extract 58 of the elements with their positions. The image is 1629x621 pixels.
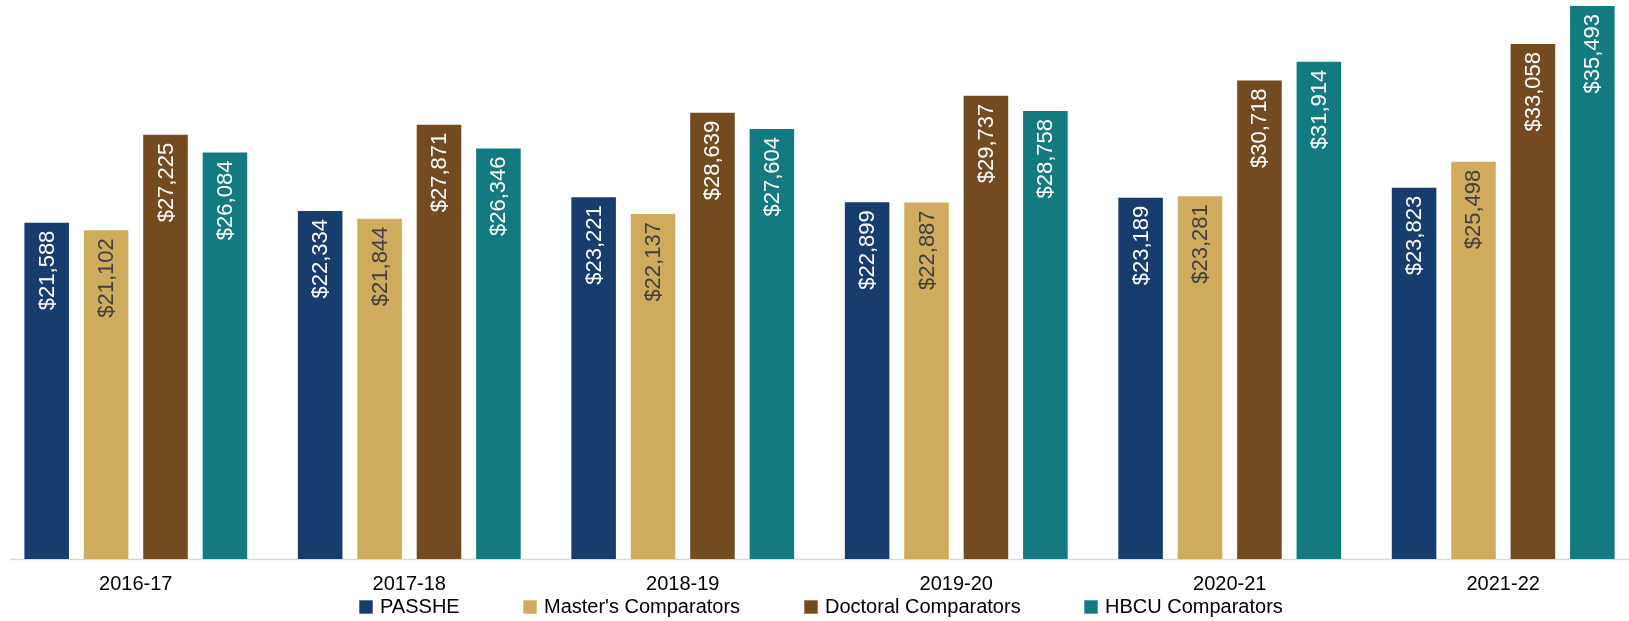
legend-label: PASSHE [380,595,460,617]
bar [1570,6,1615,559]
bar [1177,196,1223,559]
data-label: $23,281 [1187,204,1213,284]
data-label: $23,823 [1401,195,1427,276]
x-tick-label: 2016-17 [99,571,173,594]
data-label: $22,137 [640,222,666,302]
bar [630,214,676,559]
bar [476,148,521,559]
data-label: $27,604 [758,136,784,217]
data-label: $22,887 [913,210,939,290]
x-tick-label: 2020-21 [1193,571,1267,594]
legend-label: HBCU Comparators [1105,595,1283,617]
bar [844,202,890,559]
data-label: $29,737 [972,103,998,184]
bar [297,211,343,559]
data-label: $27,225 [152,142,178,223]
legend-label: Doctoral Comparators [825,595,1021,617]
legend-label: Master's Comparators [544,595,741,617]
x-tick-label: 2018-19 [646,571,720,594]
data-label: $21,588 [33,230,59,311]
bar [904,202,949,559]
bar [963,95,1009,559]
data-label: $23,189 [1127,205,1153,286]
bar [1451,161,1496,559]
data-label: $27,871 [425,132,451,213]
bar [143,134,188,559]
data-label: $25,498 [1460,169,1486,250]
bar [749,128,795,559]
bar [1296,61,1342,559]
bar [1237,80,1282,559]
x-tick-label: 2021-22 [1466,571,1540,594]
data-label: $26,084 [211,160,237,241]
bar [1391,187,1437,559]
data-label: $35,493 [1579,14,1605,94]
bar [1510,43,1556,559]
data-label: $22,334 [307,219,333,299]
data-label: $33,058 [1519,51,1545,132]
bar [1023,110,1068,559]
bar [690,112,735,559]
data-label: $28,758 [1032,118,1058,199]
data-label: $31,914 [1305,69,1331,150]
data-label: $21,102 [93,238,119,318]
bar [357,218,402,559]
bar [1118,197,1163,559]
bar [24,222,69,559]
bar [416,124,462,559]
data-label: $23,221 [580,205,606,285]
x-tick-label: 2017-18 [372,571,446,594]
data-label: $30,718 [1246,88,1272,168]
data-label: $22,899 [854,210,880,290]
bar [202,152,248,559]
data-label: $26,346 [485,156,511,237]
data-label: $28,639 [699,120,725,201]
x-tick-label: 2019-20 [919,571,993,594]
data-label: $21,844 [366,226,392,307]
bar [83,230,129,559]
bar [571,197,616,559]
